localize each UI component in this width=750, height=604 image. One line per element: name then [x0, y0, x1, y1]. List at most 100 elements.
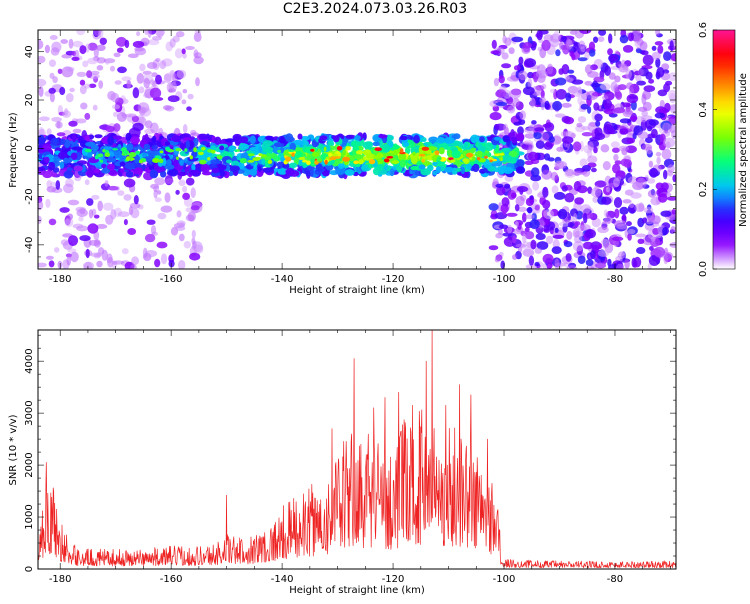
spectral-cell: [529, 195, 534, 200]
spectral-cell: [595, 262, 607, 269]
spectral-cell: [113, 52, 121, 58]
spectral-cell: [589, 49, 596, 57]
spectral-cell: [513, 65, 521, 71]
spectral-cell: [501, 52, 509, 60]
spectral-cell: [619, 34, 629, 44]
spectral-cell: [427, 146, 438, 151]
spectral-cell: [635, 233, 647, 238]
spectral-cell: [669, 103, 676, 115]
spectral-cell: [541, 83, 547, 90]
spectral-cell: [648, 255, 660, 266]
spectral-cell: [219, 169, 225, 177]
spectral-cell: [305, 170, 311, 177]
spectral-cell: [622, 45, 634, 53]
spectral-cell: [515, 132, 525, 142]
spectral-cell: [258, 153, 263, 157]
spectral-cell: [516, 159, 525, 168]
spectral-cell: [579, 224, 591, 231]
spectral-cell: [565, 253, 572, 262]
spectral-cell: [519, 110, 526, 121]
spectral-cell: [493, 77, 499, 87]
spectral-cell: [146, 219, 156, 225]
spectral-cell: [389, 168, 395, 177]
spectral-cell: [333, 135, 340, 143]
spectral-cell: [645, 137, 653, 144]
spectral-cell: [45, 198, 51, 208]
x-tick-label: -160: [160, 574, 183, 585]
spectral-cell: [566, 264, 577, 269]
spectral-cell: [185, 140, 190, 149]
spectral-cell: [175, 225, 186, 231]
spectral-cell: [436, 156, 442, 161]
spectral-cell: [129, 202, 141, 209]
spectral-cell: [542, 199, 551, 209]
spectral-cell: [655, 57, 661, 68]
spectral-cell: [545, 235, 554, 245]
spectral-cell: [639, 41, 648, 51]
spectral-cell: [182, 185, 188, 193]
spectral-cell: [309, 169, 314, 177]
spectral-cell: [587, 141, 594, 151]
spectral-cell: [551, 185, 559, 194]
spectral-cell: [671, 130, 676, 139]
spectral-cell: [591, 167, 597, 173]
spectral-cell: [526, 207, 533, 213]
spectral-cell: [200, 141, 209, 146]
spectral-cell: [125, 171, 134, 178]
spectral-cell: [38, 116, 50, 122]
spectral-cell: [616, 263, 625, 269]
spectral-cell: [657, 44, 664, 54]
spectral-cell: [101, 163, 107, 169]
spectral-cell: [111, 104, 120, 110]
spectral-cell: [570, 30, 578, 35]
spectral-cell: [577, 116, 587, 123]
spectral-cell: [342, 149, 347, 156]
spectral-cell: [219, 145, 225, 151]
spectral-cell: [391, 160, 400, 165]
spectral-cell: [143, 77, 150, 89]
spectral-cell: [104, 180, 109, 187]
spectral-cell: [212, 167, 220, 174]
spectral-cell: [136, 73, 145, 84]
spectral-cell: [552, 234, 565, 239]
spectral-cell: [102, 149, 106, 153]
spectral-cell: [198, 155, 206, 162]
spectral-cell: [83, 261, 94, 269]
spectral-cell: [345, 146, 352, 151]
spectral-cell: [544, 122, 555, 132]
spectral-cell: [158, 158, 164, 164]
spectral-cell: [549, 38, 560, 48]
spectral-cell: [93, 168, 100, 174]
spectral-cell: [583, 212, 588, 224]
spectral-cell: [627, 233, 632, 241]
spectral-cell: [571, 53, 576, 61]
spectral-cell: [524, 231, 535, 240]
x-tick-label: -120: [382, 274, 405, 285]
spectrogram-panel: -180 -160 -140 -120 -100 -80 -40 -20 0 20 40 Heig…: [8, 29, 677, 296]
spectral-cell: [194, 30, 202, 38]
spectral-cell: [653, 246, 666, 258]
spectral-cell: [530, 239, 537, 250]
spectral-cell: [277, 168, 288, 175]
spectral-cell: [564, 192, 575, 203]
spectral-cell: [541, 39, 551, 51]
spectral-cell: [214, 136, 222, 145]
spectral-cell: [147, 39, 160, 46]
spectral-cell: [627, 176, 639, 184]
spectral-cell: [72, 223, 84, 229]
spectral-cell: [587, 121, 597, 133]
spectral-cell: [647, 133, 656, 139]
spectral-cell: [574, 221, 581, 226]
spectral-cell: [157, 212, 167, 220]
spectral-cell: [277, 149, 282, 153]
x-tick-label: -100: [493, 574, 516, 585]
spectral-cell: [78, 216, 84, 222]
spectral-cell: [524, 227, 530, 232]
spectral-cell: [598, 30, 607, 36]
spectral-cell: [495, 90, 507, 98]
spectral-cell: [58, 151, 68, 160]
spectral-cell: [57, 68, 63, 75]
spectral-cell: [642, 90, 652, 100]
spectral-cell: [655, 151, 662, 157]
